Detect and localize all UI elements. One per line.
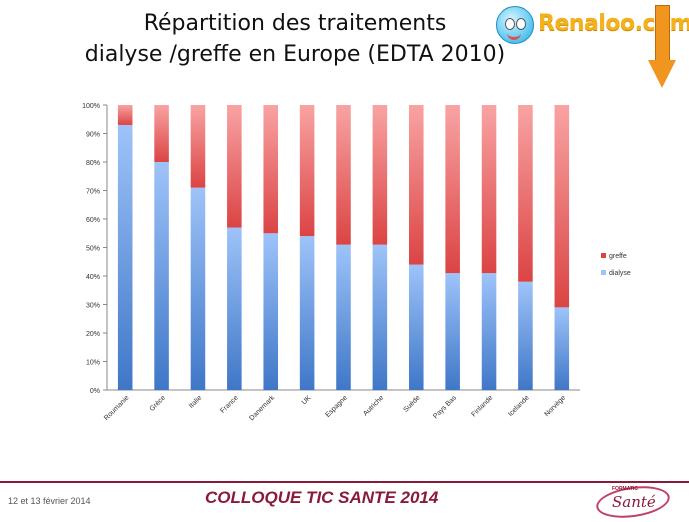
chart-x-labels: Roumanie Grèce Italie France Danemark UK Espag… [103,394,567,422]
chart-bars [117,105,570,390]
x-tick-label: Espagne [324,394,349,419]
y-tick-label: 30% [86,303,100,310]
footer-date: 12 et 13 février 2014 [8,496,91,506]
x-tick-label: Grèce [149,394,168,413]
footer-divider [0,481,689,483]
legend-label: dialyse [609,270,631,277]
bar-dialyse [518,281,533,390]
x-tick-label: Icelande [507,394,531,418]
down-arrow-icon [655,5,670,61]
bar-greffe [190,105,206,188]
down-arrow-head [648,60,676,88]
y-tick-label: 40% [86,274,100,281]
bar-greffe [336,105,351,245]
legend-label: greffe [609,253,627,260]
y-tick-label: 20% [86,331,100,338]
formatic-logo-small-text: FORMATIC [612,486,639,492]
x-tick-label: Pays Bas [432,394,458,420]
x-tick-label: Finlande [471,394,495,418]
slide-title-line1: Répartition des traitements [143,11,447,36]
y-tick-label: 100% [82,103,100,110]
formatic-logo-main-text: Santé [612,493,656,511]
mascot-icon [496,6,534,44]
x-tick-label: Roumanie [103,394,131,422]
bar-greffe [154,105,169,162]
bar-dialyse [445,273,460,390]
chart-legend: greffe dialyse [601,253,631,277]
y-tick-label: 80% [86,160,100,167]
bar-dialyse [263,233,279,390]
slide-title-line2: dialyse /greffe en Europe (EDTA 2010) [84,42,506,67]
legend-swatch [601,253,606,258]
x-tick-label: Norvège [544,394,568,418]
bar-dialyse [481,273,497,390]
bar-greffe [518,105,533,282]
slide-title: Répartition des traitements dialyse /gre… [40,8,550,70]
bar-greffe [117,105,133,125]
bar-dialyse [190,187,206,390]
y-tick-label: 50% [86,246,100,253]
bar-greffe [263,105,279,234]
footer-event-title: COLLOQUE TIC SANTE 2014 [205,488,439,507]
bar-greffe [554,105,570,308]
bar-greffe [408,105,424,265]
y-tick-label: 90% [86,132,100,139]
bar-dialyse [372,244,388,390]
x-tick-label: Autriche [362,394,385,417]
legend-swatch [601,270,606,275]
y-tick-label: 70% [86,189,100,196]
y-tick-label: 60% [86,217,100,224]
bar-greffe [227,105,242,228]
bar-dialyse [299,236,315,390]
bar-greffe [445,105,460,274]
x-tick-label: Suède [402,394,421,413]
y-tick-label: 0% [90,388,100,395]
bar-dialyse [154,162,169,390]
bar-greffe [372,105,388,245]
bar-dialyse [117,124,133,390]
bar-dialyse [408,264,424,390]
y-tick-label: 10% [86,360,100,367]
bar-dialyse [554,307,570,390]
bar-dialyse [227,227,242,390]
bar-greffe [299,105,315,237]
x-tick-label: UK [301,394,313,406]
bar-greffe [481,105,497,274]
x-tick-label: Italie [188,394,203,409]
stacked-bar-chart: 0% 10% 20% 30% 40% 50% 60% 70% 80% 90% 100% Rouman… [82,103,631,422]
bar-dialyse [336,244,351,390]
x-tick-label: Danemark [248,394,276,422]
x-tick-label: France [219,394,239,414]
